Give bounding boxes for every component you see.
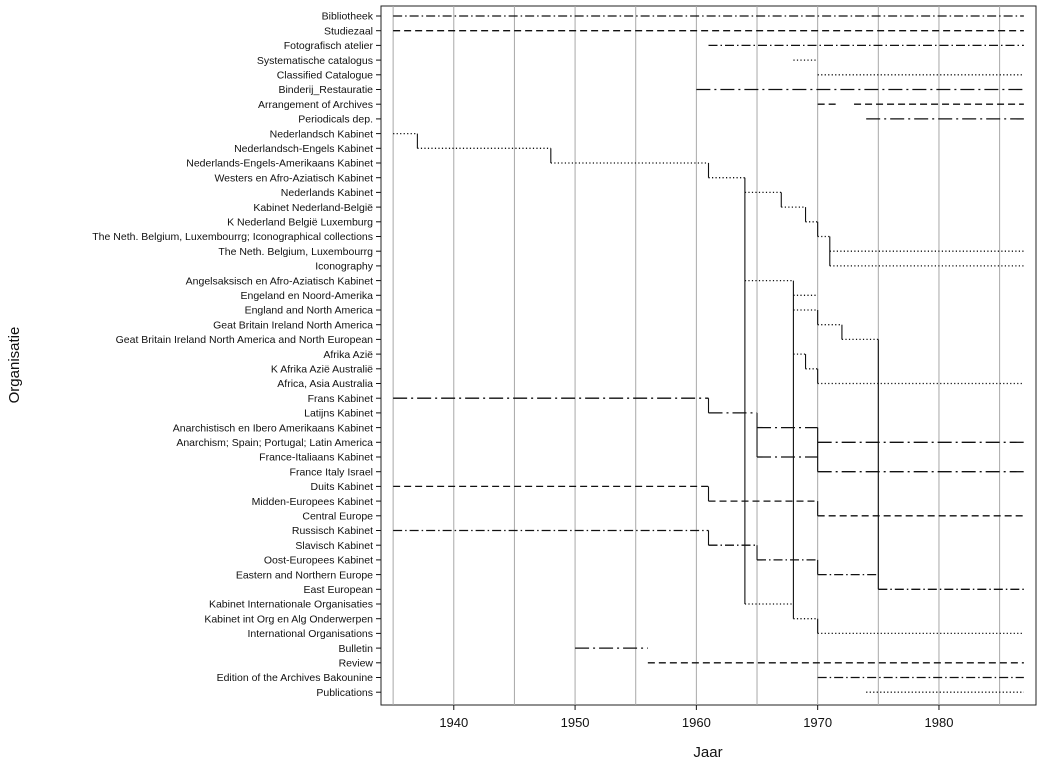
y-tick-label: Latijns Kabinet — [304, 408, 373, 420]
y-tick-label: Periodicals dep. — [298, 114, 373, 126]
y-tick-label: Afrika Azië — [323, 349, 373, 361]
y-tick-label: Kabinet Nederland-België — [253, 202, 373, 214]
y-tick-label: The Neth. Belgium, Luxembourrg — [218, 246, 373, 258]
y-tick-label: Oost-Europees Kabinet — [264, 555, 373, 567]
y-tick-label: Duits Kabinet — [311, 481, 374, 493]
y-tick-label: England and North America — [245, 305, 374, 317]
y-tick-label: Nederlands Kabinet — [281, 187, 373, 199]
y-tick-label: Anarchistisch en Ibero Amerikaans Kabine… — [173, 422, 373, 434]
y-tick-label: Arrangement of Archives — [258, 99, 373, 111]
y-tick-label: Bulletin — [339, 643, 374, 655]
y-tick-label: France-Italiaans Kabinet — [259, 452, 373, 464]
y-tick-label: Anarchism; Spain; Portugal; Latin Americ… — [176, 437, 373, 449]
connectors — [416, 133, 879, 634]
y-tick-label: France Italy Israel — [290, 466, 373, 478]
x-axis-title: Jaar — [693, 744, 722, 761]
y-tick-label: Geat Britain Ireland North America — [213, 319, 373, 331]
y-tick-label: Geat Britain Ireland North America and N… — [116, 334, 374, 346]
y-tick-label: Central Europe — [302, 511, 373, 523]
y-tick-label: Nederlandsch Kabinet — [270, 128, 373, 140]
x-tick-label: 1980 — [925, 715, 954, 730]
y-tick-label: Nederlands-Engels-Amerikaans Kabinet — [186, 158, 373, 170]
y-tick-label: Review — [339, 658, 374, 670]
y-tick-label: Edition of the Archives Bakounine — [217, 672, 374, 684]
gridlines — [392, 6, 1001, 705]
y-tick-label: Nederlandsch-Engels Kabinet — [234, 143, 373, 155]
x-tick-label: 1950 — [561, 715, 590, 730]
x-tick-label: 1940 — [439, 715, 468, 730]
y-tick-label: International Organisations — [248, 628, 374, 640]
y-tick-label: K Afrika Azië Australië — [271, 364, 373, 376]
y-tick-label: Frans Kabinet — [308, 393, 373, 405]
y-tick-label: Kabinet int Org en Alg Onderwerpen — [204, 613, 373, 625]
y-tick-label: Studiezaal — [324, 25, 373, 37]
y-tick-label: Binderij_Restauratie — [278, 84, 373, 96]
x-tick-label: 1960 — [682, 715, 711, 730]
y-tick-label: Classified Catalogue — [277, 70, 373, 82]
y-axis: Bibliotheek Studiezaal Fotografisch atelie… — [92, 11, 381, 699]
y-tick-label: Eastern and Northern Europe — [236, 569, 373, 581]
plot-area-frame — [380, 5, 1037, 706]
y-axis-title: Organisatie — [6, 327, 23, 404]
y-tick-label: Fotografisch atelier — [284, 40, 374, 52]
y-tick-label: Westers en Afro-Aziatisch Kabinet — [214, 172, 373, 184]
y-tick-label: The Neth. Belgium, Luxembourrg; Iconogra… — [92, 231, 373, 243]
y-tick-label: Publications — [316, 687, 373, 699]
y-tick-label: Africa, Asia Australia — [277, 378, 373, 390]
y-tick-label: K Nederland België Luxemburg — [227, 217, 373, 229]
y-tick-label: Engeland en Noord-Amerika — [241, 290, 374, 302]
y-tick-label: Angelsaksisch en Afro-Aziatisch Kabinet — [186, 275, 373, 287]
y-tick-label: Slavisch Kabinet — [295, 540, 373, 552]
y-tick-label: East European — [304, 584, 374, 596]
x-tick-label: 1970 — [803, 715, 832, 730]
y-tick-label: Bibliotheek — [322, 11, 374, 23]
x-axis: 1940 1950 1960 1970 1980 — [439, 705, 953, 730]
y-tick-label: Kabinet Internationale Organisaties — [209, 599, 373, 611]
y-tick-label: Midden-Europees Kabinet — [252, 496, 373, 508]
y-tick-label: Systematische catalogus — [257, 55, 373, 67]
y-tick-label: Iconography — [315, 261, 374, 273]
y-tick-label: Russisch Kabinet — [292, 525, 373, 537]
series-segments — [393, 15, 1024, 693]
